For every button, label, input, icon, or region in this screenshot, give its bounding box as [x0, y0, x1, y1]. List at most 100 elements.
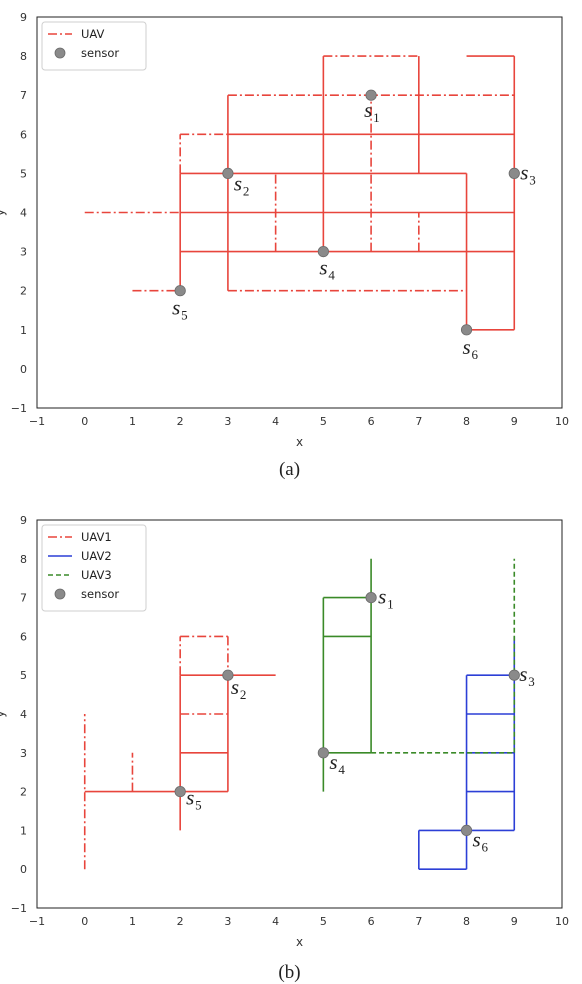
y-tick-label: 1: [20, 324, 27, 337]
sensor-point: [508, 669, 520, 681]
x-tick-label: 3: [224, 915, 231, 928]
x-tick-label: 1: [129, 415, 136, 428]
sensor-label: s: [329, 750, 337, 774]
sensor-point: [174, 785, 186, 798]
x-tick-label: 1: [129, 915, 136, 928]
sensor-label: s: [234, 171, 242, 195]
sensor-label-subscript: 2: [243, 183, 250, 198]
sensor-label-subscript: 2: [240, 687, 247, 702]
legend-label: UAV3: [81, 568, 112, 582]
y-tick-label: 9: [20, 11, 27, 24]
legend-label: sensor: [81, 46, 119, 60]
sensor-label-subscript: 6: [472, 347, 479, 362]
x-tick-label: 9: [511, 415, 518, 428]
x-tick-label: 6: [368, 415, 375, 428]
x-tick-label: 0: [81, 915, 88, 928]
y-tick-label: 3: [20, 747, 27, 760]
y-axis-label: y: [0, 710, 7, 717]
y-tick-label: 0: [20, 363, 27, 376]
y-tick-label: 6: [20, 630, 27, 643]
x-tick-label: 2: [177, 915, 184, 928]
sensor-label-subscript: 3: [528, 674, 535, 689]
x-axis-label: x: [296, 435, 303, 449]
x-tick-label: 6: [368, 915, 375, 928]
sensor-label-subscript: 5: [181, 308, 188, 323]
sensor-label: s: [172, 296, 180, 320]
sensor-label-subscript: 3: [529, 172, 536, 187]
sensor-point: [222, 669, 234, 681]
sensor-label: s: [378, 585, 386, 609]
x-tick-label: −1: [29, 915, 45, 928]
sensor-label-subscript: 1: [373, 110, 380, 125]
legend-label: UAV: [81, 27, 105, 41]
sensor-point: [317, 747, 329, 759]
y-tick-label: 3: [20, 246, 27, 259]
x-tick-label: 10: [555, 915, 569, 928]
y-axis-label: y: [0, 209, 7, 216]
x-tick-label: 5: [320, 915, 327, 928]
y-tick-label: 8: [20, 50, 27, 63]
x-tick-label: 4: [272, 415, 279, 428]
x-tick-label: 8: [463, 915, 470, 928]
y-tick-label: −1: [11, 402, 27, 415]
y-tick-label: 7: [20, 89, 27, 102]
y-tick-label: 5: [20, 669, 27, 682]
legend-marker: [54, 588, 66, 600]
sensor-point: [508, 167, 520, 179]
legend-label: UAV1: [81, 530, 112, 544]
y-tick-label: 1: [20, 824, 27, 837]
sensor-point: [317, 246, 329, 258]
x-tick-label: 5: [320, 415, 327, 428]
y-tick-label: 6: [20, 128, 27, 141]
y-tick-label: 5: [20, 167, 27, 180]
y-tick-label: 8: [20, 553, 27, 566]
x-tick-label: 10: [555, 415, 569, 428]
sensor-label: s: [319, 256, 327, 280]
x-axis-label: x: [296, 935, 303, 949]
legend-marker: [54, 47, 66, 59]
x-tick-label: 7: [415, 915, 422, 928]
series-uav3: [322, 558, 516, 792]
x-tick-label: 3: [224, 415, 231, 428]
x-tick-label: 9: [511, 915, 518, 928]
sensor-label-subscript: 5: [195, 798, 202, 813]
y-tick-label: 4: [20, 207, 27, 220]
sensor-label-subscript: 6: [482, 839, 489, 854]
sensor-point: [174, 285, 186, 297]
panel-caption: (b): [278, 962, 300, 983]
chart-panel-b: −1012345678910−10123456789xys1s2s3s4s5s6…: [0, 514, 569, 983]
sensor-label-subscript: 4: [338, 762, 345, 777]
sensor-point: [222, 167, 234, 179]
sensor-label: s: [364, 98, 372, 122]
sensor-point: [365, 591, 377, 604]
y-tick-label: 4: [20, 708, 27, 721]
sensor-point: [365, 89, 377, 101]
legend: UAV1 UAV2 UAV3 sensor: [41, 524, 147, 612]
x-tick-label: 2: [177, 415, 184, 428]
y-tick-label: 9: [20, 514, 27, 527]
chart-panel-a: −1012345678910−10123456789xys1s2s3s4s5s6…: [0, 11, 569, 480]
series-uav1: [83, 635, 276, 870]
legend-label: sensor: [81, 587, 119, 601]
y-tick-label: −1: [11, 902, 27, 915]
x-tick-label: −1: [29, 415, 45, 428]
legend-box: [41, 524, 147, 612]
sensor-point: [460, 324, 473, 336]
y-tick-label: 7: [20, 592, 27, 605]
panel-caption: (a): [279, 459, 300, 480]
sensor-label: s: [519, 662, 527, 686]
sensor-label: s: [231, 675, 239, 699]
sensor-label: s: [463, 335, 471, 359]
y-tick-label: 0: [20, 863, 27, 876]
sensor-label: s: [473, 827, 481, 851]
legend: UAV sensor: [41, 21, 147, 71]
x-tick-label: 0: [81, 415, 88, 428]
y-tick-label: 2: [20, 285, 27, 298]
sensor-point: [460, 824, 473, 837]
x-tick-label: 8: [463, 415, 470, 428]
sensor-label-subscript: 4: [328, 268, 335, 283]
sensor-label: s: [520, 160, 528, 184]
x-tick-label: 7: [415, 415, 422, 428]
sensor-label-subscript: 1: [387, 597, 394, 612]
